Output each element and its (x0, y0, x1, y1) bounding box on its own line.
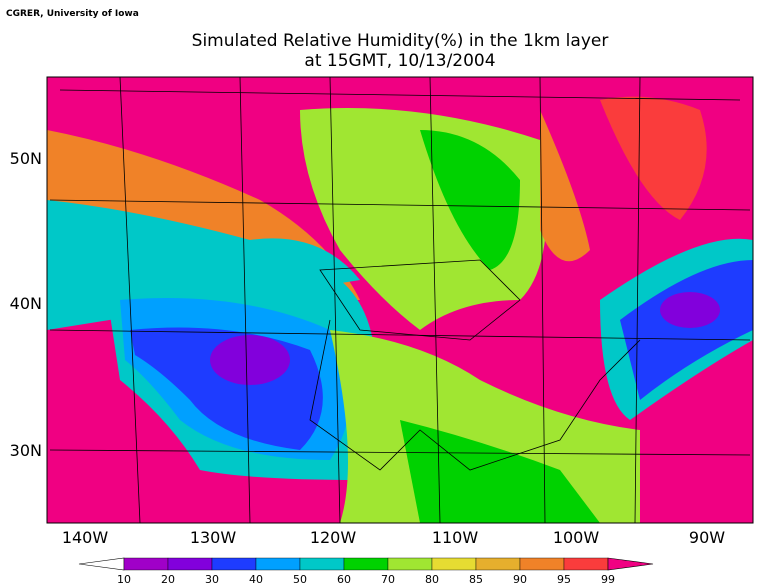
colorbar-segment (211, 557, 257, 571)
colorbar-segment (167, 557, 213, 571)
colorbar-label: 50 (293, 573, 307, 586)
colorbar-segment (343, 557, 389, 571)
colorbar-low-triangle (78, 557, 125, 571)
colorbar-label: 30 (205, 573, 219, 586)
lat-label: 30N (10, 441, 42, 460)
colorbar-label: 40 (249, 573, 263, 586)
colorbar-label: 20 (161, 573, 175, 586)
colorbar-label: 70 (381, 573, 395, 586)
lon-label: 90W (689, 528, 725, 547)
colorbar-segment (431, 557, 477, 571)
colorbar-segment (387, 557, 433, 571)
colorbar-segment (123, 557, 169, 571)
lat-label: 50N (10, 149, 42, 168)
colorbar-segment (563, 557, 609, 571)
lon-label: 110W (432, 528, 479, 547)
colorbar-label: 90 (513, 573, 527, 586)
colorbar-label: 85 (469, 573, 483, 586)
colorbar-segment (475, 557, 521, 571)
humidity-field (47, 77, 753, 523)
colorbar-label: 80 (425, 573, 439, 586)
colorbar-segment (255, 557, 301, 571)
subtitle: at 15GMT, 10/13/2004 (304, 51, 495, 71)
lon-label: 120W (310, 528, 357, 547)
credit: CGRER, University of Iowa (6, 9, 139, 19)
colorbar-label: 95 (557, 573, 571, 586)
colorbar-label: 60 (337, 573, 351, 586)
colorbar-label: 10 (117, 573, 131, 586)
colorbar-label: 99 (601, 573, 615, 586)
lon-label: 100W (553, 528, 600, 547)
lon-label: 130W (190, 528, 237, 547)
lat-label: 40N (10, 294, 42, 313)
colorbar-segment (519, 557, 565, 571)
colorbar-high-triangle (607, 557, 654, 571)
map-frame (46, 76, 754, 524)
lon-label: 140W (62, 528, 109, 547)
colorbar-segment (299, 557, 345, 571)
title: Simulated Relative Humidity(%) in the 1k… (192, 31, 609, 51)
